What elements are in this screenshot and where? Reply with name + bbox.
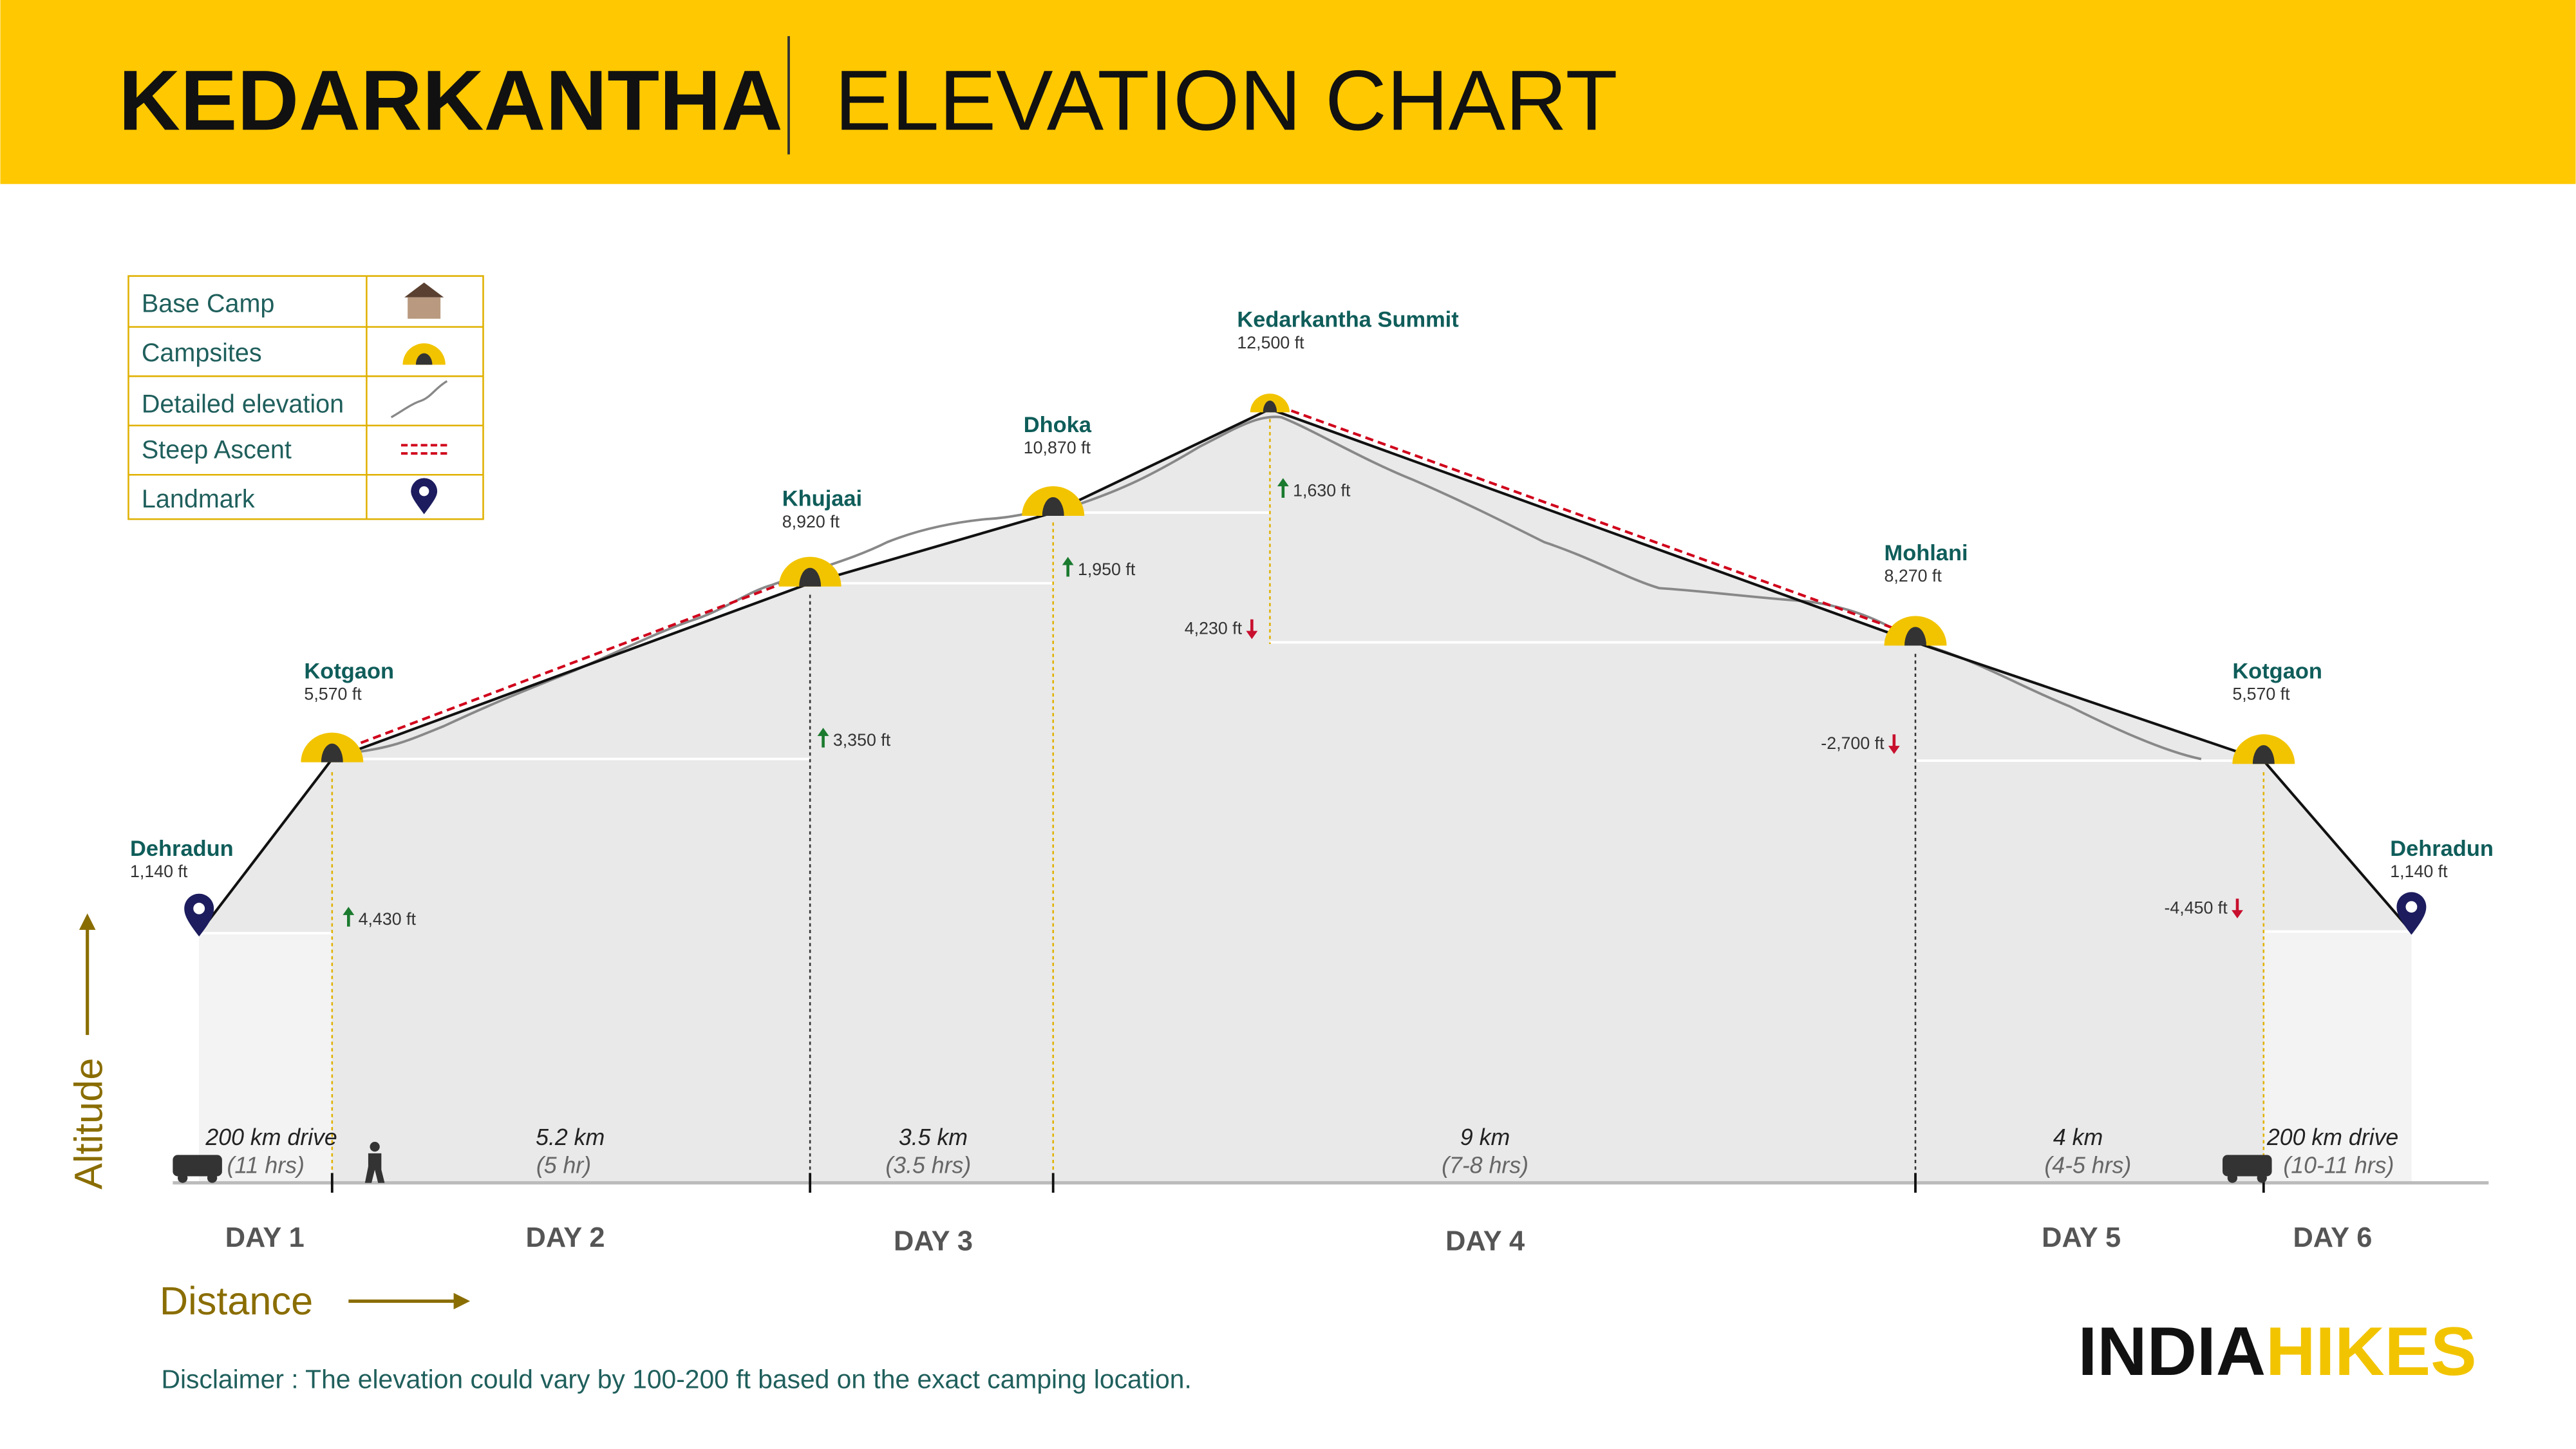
legend-icons [390, 282, 451, 515]
day-label: DAY 5 [2042, 1222, 2121, 1253]
altitude-arrow [79, 913, 471, 1310]
legend-label: Steep Ascent [142, 436, 292, 464]
legend-label: Detailed elevation [142, 390, 344, 418]
legend-label: Campsites [142, 339, 262, 367]
segment-time: (3.5 hrs) [885, 1152, 971, 1178]
drive-area [2263, 931, 2412, 1183]
header-band [0, 0, 2576, 184]
drive-area [199, 933, 332, 1183]
elevation-change: 3,350 ft [833, 730, 891, 750]
elevation-change: 4,430 ft [359, 909, 417, 929]
point-elevation: 12,500 ft [1237, 333, 1304, 352]
change-arrow-head [1277, 478, 1289, 487]
segment-time: (10-11 hrs) [2283, 1152, 2394, 1178]
camp-verticals [331, 419, 2265, 1183]
change-arrow-head [1062, 556, 1074, 565]
point-name: Mohlani [1885, 541, 1968, 565]
day-label: DAY 6 [2293, 1222, 2372, 1253]
point-name: Kotgaon [304, 659, 394, 684]
y-axis-label: Altitude [67, 1058, 111, 1189]
segment-distance: 5.2 km [536, 1124, 605, 1150]
landmark-icon [2396, 892, 2427, 935]
disclaimer: Disclaimer : The elevation could vary by… [162, 1365, 1192, 1394]
point-elevation: 1,140 ft [130, 862, 188, 881]
point-elevation: 8,270 ft [1885, 566, 1942, 585]
campsite-door [799, 567, 822, 587]
day-label: DAY 4 [1445, 1226, 1525, 1256]
campsite-door [321, 743, 343, 762]
profile-area [199, 409, 2412, 1183]
change-arrow-head [2232, 910, 2243, 919]
segment-time: (11 hrs) [227, 1152, 305, 1178]
segment-time: (4-5 hrs) [2044, 1152, 2131, 1178]
legend-label: Landmark [142, 485, 255, 513]
title: KEDARKANTHA [118, 53, 783, 149]
segment-time: (5 hr) [536, 1152, 591, 1178]
landmark-icon [184, 893, 214, 937]
segment-time: (7-8 hrs) [1442, 1152, 1528, 1178]
landmark-dot [193, 902, 205, 914]
detailed-elevation [353, 415, 2202, 761]
elevation-change: -4,450 ft [2164, 898, 2228, 917]
segment-distance: 4 km [2053, 1124, 2103, 1150]
campsite-door [1263, 400, 1277, 413]
change-arrow-head [817, 728, 829, 736]
elevation-change: 1,630 ft [1293, 480, 1351, 500]
steep-ascent [1290, 409, 1906, 634]
campsite-door [1904, 627, 1926, 646]
legend-label: Base Camp [142, 290, 275, 318]
point-name: Khujaai [782, 487, 862, 511]
point-elevation: 10,870 ft [1024, 438, 1091, 457]
level-lines [199, 511, 2412, 934]
day-label: DAY 3 [894, 1226, 973, 1256]
point-name: Dehradun [2390, 837, 2494, 861]
point-elevation: 5,570 ft [304, 685, 362, 704]
logo: INDIAHIKES [2078, 1312, 2477, 1390]
point-name: Dehradun [130, 837, 234, 861]
point-elevation: 5,570 ft [2232, 685, 2290, 704]
logo-part: INDIA [2078, 1312, 2266, 1390]
day-label: DAY 2 [526, 1222, 605, 1253]
steep-ascent [348, 578, 793, 749]
elevation-change: -2,700 ft [1821, 734, 1885, 753]
segment-distance: 200 km drive [2266, 1124, 2398, 1150]
point-elevation: 1,140 ft [2390, 862, 2448, 881]
logo-part: HIKES [2266, 1312, 2476, 1390]
elevation-change: 1,950 ft [1078, 560, 1136, 579]
segment-distance: 9 km [1460, 1124, 1510, 1150]
campsite-door [2252, 745, 2275, 764]
elevation-change: 4,230 ft [1185, 619, 1243, 638]
change-arrow-head [1888, 746, 1900, 754]
subtitle: ELEVATION CHART [834, 53, 1617, 149]
legend [127, 275, 484, 520]
change-arrow-head [343, 907, 355, 915]
point-elevation: 8,920 ft [782, 512, 840, 531]
x-axis-label: Distance [160, 1279, 313, 1323]
segment-distance: 3.5 km [899, 1124, 968, 1150]
campsite-door [1042, 497, 1064, 516]
vehicle-icons [173, 1141, 2272, 1183]
segment-distance: 200 km drive [205, 1124, 337, 1150]
day-label: DAY 1 [225, 1222, 305, 1253]
change-arrow-head [1246, 630, 1258, 639]
point-name: Dhoka [1024, 413, 1092, 437]
point-name: Kedarkantha Summit [1237, 308, 1459, 332]
profile-line [198, 407, 2412, 934]
point-name: Kotgaon [2232, 659, 2322, 684]
landmark-dot [2405, 901, 2418, 913]
